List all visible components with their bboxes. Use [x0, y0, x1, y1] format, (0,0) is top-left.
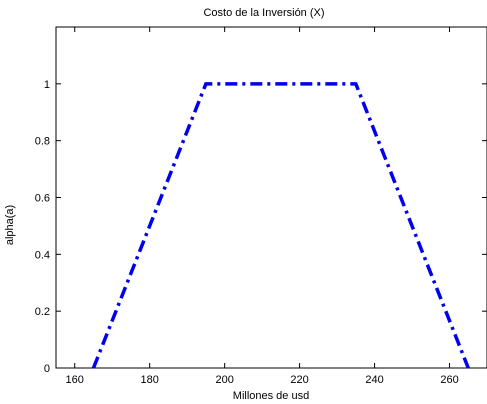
y-axis-ticks: 0 0.2 0.4 0.6 0.8 1 — [35, 79, 487, 375]
x-tick-label: 220 — [290, 374, 308, 386]
series-layer — [91, 82, 470, 369]
plot-area: 160 180 200 220 240 260 0 0.2 0.4 0.6 0.8 1 — [35, 26, 487, 386]
x-tick-label: 260 — [440, 374, 458, 386]
x-axis-label: Millones de usd — [233, 390, 309, 402]
y-tick-label: 0.8 — [35, 136, 50, 148]
y-tick-label: 0.2 — [35, 306, 50, 318]
x-tick-label: 160 — [66, 374, 84, 386]
y-tick-label: 0.6 — [35, 193, 50, 205]
chart-title: Costo de la Inversión (X) — [203, 7, 324, 19]
x-tick-label: 240 — [365, 374, 383, 386]
x-axis-ticks: 160 180 200 220 240 260 — [66, 27, 459, 386]
axes-box — [55, 26, 487, 369]
y-axis-label: alpha(a) — [4, 205, 16, 245]
series-line — [91, 82, 470, 369]
y-tick-label: 1 — [44, 79, 50, 91]
x-tick-label: 200 — [215, 374, 233, 386]
y-tick-label: 0.4 — [35, 249, 50, 261]
x-tick-label: 180 — [141, 374, 159, 386]
y-tick-label: 0 — [44, 363, 50, 375]
